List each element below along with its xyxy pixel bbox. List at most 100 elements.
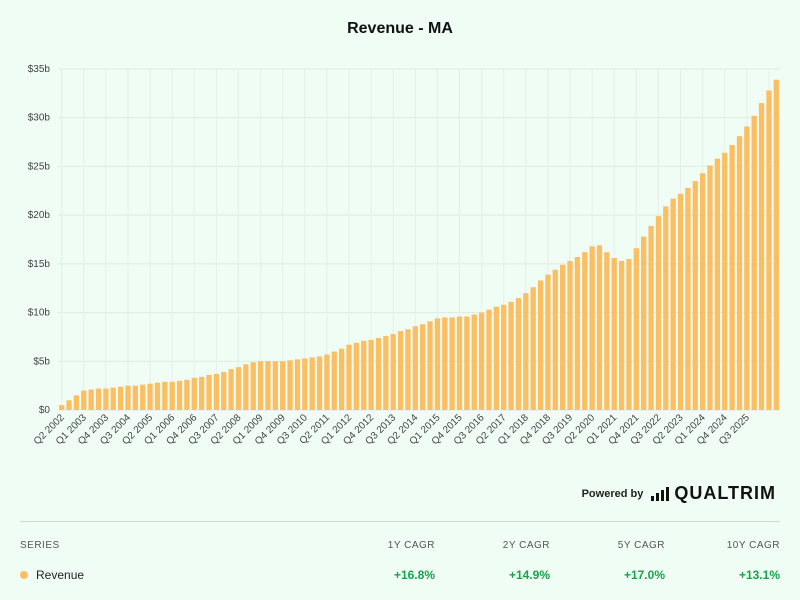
bar	[618, 260, 625, 410]
bar	[331, 351, 337, 410]
bar	[773, 79, 779, 411]
cagr-1y-value: +16.8%	[393, 568, 435, 582]
header-series: SERIES	[20, 540, 60, 551]
bar	[648, 225, 654, 410]
bar	[272, 361, 278, 410]
bar	[736, 136, 743, 410]
bar	[176, 380, 183, 410]
bar	[81, 390, 87, 410]
bar	[302, 358, 308, 410]
bar	[427, 321, 433, 410]
bar	[434, 318, 441, 410]
bar	[574, 257, 581, 410]
bar	[692, 181, 698, 410]
bar	[478, 312, 485, 410]
stats-row-revenue: Revenue +16.8% +14.9% +17.0% +13.1%	[20, 568, 780, 582]
divider	[20, 521, 780, 522]
header-10y-cagr: 10Y CAGR	[726, 540, 780, 551]
y-tick-label: $5b	[33, 356, 50, 367]
bar	[383, 335, 389, 410]
series-name: Revenue	[36, 568, 85, 582]
bar	[66, 400, 72, 410]
bar	[287, 360, 293, 410]
bar	[95, 388, 102, 410]
bar	[471, 314, 477, 410]
bar	[670, 198, 676, 410]
bar	[449, 317, 455, 410]
bar	[125, 385, 131, 410]
bar	[751, 115, 757, 410]
revenue-bar-chart: $0 $5b $10b $15b $20b $25b $30b $35b Q2 2002Q1 …	[28, 64, 780, 447]
bar	[582, 252, 588, 410]
y-tick-label: $10b	[28, 308, 51, 319]
bar	[243, 364, 249, 410]
bar	[604, 252, 610, 410]
bar	[744, 126, 750, 411]
stats-header: SERIES 1Y CAGR 2Y CAGR 5Y CAGR 10Y CAGR	[20, 540, 780, 551]
bar	[191, 377, 197, 410]
chart-title: Revenue - MA	[347, 20, 453, 37]
bar	[420, 324, 426, 410]
legend-dot-icon	[20, 571, 28, 579]
bar	[309, 357, 315, 410]
bar	[346, 344, 352, 410]
bar	[338, 348, 345, 410]
series-cell: Revenue	[20, 568, 320, 582]
bar	[560, 264, 566, 410]
bar	[199, 376, 205, 410]
bar	[722, 152, 728, 410]
bar-series	[59, 79, 779, 411]
bar	[368, 339, 374, 410]
bar	[707, 165, 713, 410]
bar	[353, 342, 360, 410]
bar	[552, 269, 558, 410]
bar	[442, 317, 448, 410]
cagr-5y-value: +17.0%	[623, 568, 665, 582]
bar	[611, 258, 617, 410]
bar	[140, 384, 146, 410]
bar	[169, 381, 175, 410]
y-tick-label: $15b	[28, 259, 51, 270]
bar	[589, 246, 595, 410]
bar	[235, 367, 242, 410]
bar	[729, 144, 735, 410]
cagr-2y-value: +14.9%	[508, 568, 550, 582]
bar	[626, 258, 632, 410]
bar	[523, 293, 529, 410]
bar	[316, 356, 323, 410]
bar	[147, 383, 153, 410]
bar	[663, 206, 669, 410]
header-1y-cagr: 1Y CAGR	[387, 540, 435, 551]
powered-by: Powered by QUALTRIM	[582, 483, 776, 504]
bar	[324, 354, 330, 410]
bar	[88, 389, 94, 410]
bar	[110, 387, 116, 410]
bar	[633, 248, 639, 410]
bar	[280, 361, 286, 410]
bar	[677, 193, 684, 410]
bars-icon	[651, 486, 670, 501]
bar	[537, 280, 544, 410]
bar	[257, 361, 264, 410]
bar	[361, 340, 367, 410]
bar	[486, 309, 492, 410]
header-5y-cagr: 5Y CAGR	[617, 540, 665, 551]
header-2y-cagr: 2Y CAGR	[502, 540, 550, 551]
bar	[596, 245, 603, 410]
bar	[162, 381, 168, 410]
y-tick-label: $35b	[28, 64, 51, 75]
y-tick-label: $25b	[28, 161, 51, 172]
bar	[228, 369, 234, 410]
y-axis: $0 $5b $10b $15b $20b $25b $30b $35b	[28, 64, 51, 416]
bar	[132, 385, 139, 410]
bar	[493, 306, 500, 410]
bar	[117, 386, 124, 410]
y-tick-label: $20b	[28, 210, 51, 221]
bar	[530, 287, 536, 410]
bar	[685, 187, 691, 410]
bar	[390, 334, 396, 410]
bar	[758, 103, 765, 410]
bar	[714, 158, 721, 410]
bar	[294, 359, 301, 410]
